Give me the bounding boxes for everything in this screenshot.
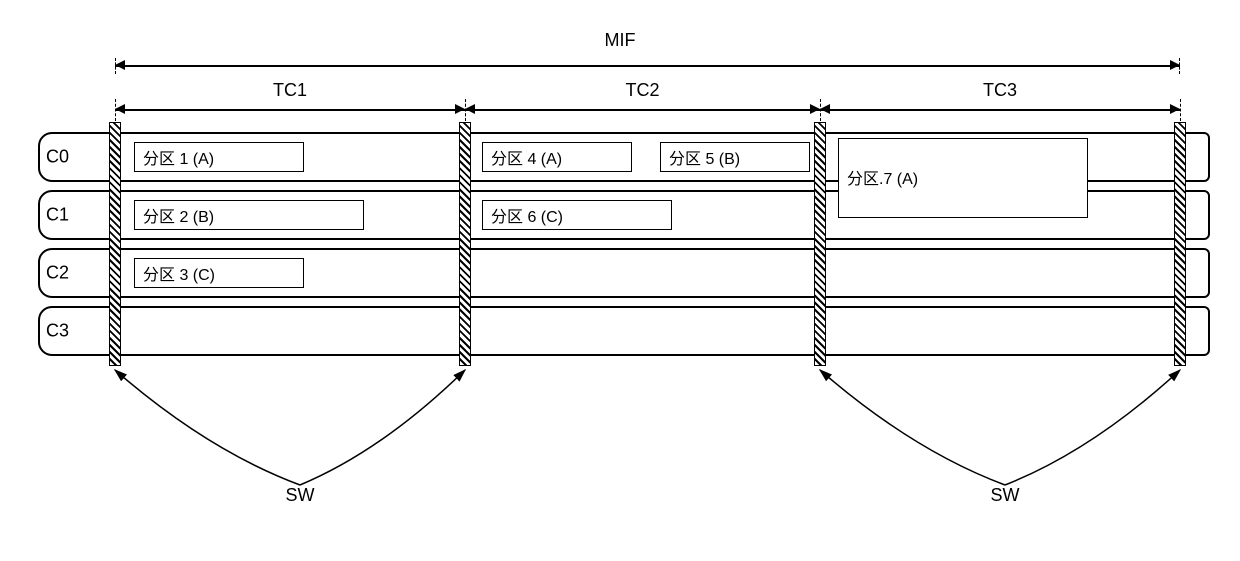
partition-p4: 分区 4 (A) <box>482 142 632 172</box>
partition-p7: 分区.7 (A) <box>838 138 1088 218</box>
sw-callout-label: SW <box>985 485 1025 506</box>
sw-callout-label: SW <box>280 485 320 506</box>
time-column-arrow <box>115 104 465 116</box>
time-column-arrow <box>465 104 820 116</box>
time-column-tc3: TC3 <box>820 80 1180 124</box>
sw-bar <box>1174 122 1186 366</box>
partition-p1: 分区 1 (A) <box>134 142 304 172</box>
sw-bar <box>459 122 471 366</box>
lane-label: C1 <box>46 205 69 226</box>
lane-label: C2 <box>46 263 69 284</box>
sw-bar <box>814 122 826 366</box>
time-column-arrow <box>820 104 1180 116</box>
partition-p5: 分区 5 (B) <box>660 142 810 172</box>
partition-label: 分区 1 (A) <box>143 145 214 169</box>
partition-label: 分区 5 (B) <box>669 145 740 169</box>
partition-label: 分区 3 (C) <box>143 261 215 285</box>
time-column-tc2: TC2 <box>465 80 820 124</box>
lane-label: C3 <box>46 321 69 342</box>
time-column-tc1: TC1 <box>115 80 465 124</box>
partition-label: 分区.7 (A) <box>847 165 918 189</box>
partition-p2: 分区 2 (B) <box>134 200 364 230</box>
mif-title: MIF <box>605 30 636 51</box>
partition-label: 分区 2 (B) <box>143 203 214 227</box>
partition-p3: 分区 3 (C) <box>134 258 304 288</box>
partition-label: 分区 6 (C) <box>491 203 563 227</box>
time-column-label: TC1 <box>115 80 465 101</box>
timing-diagram: MIF TC1TC2TC3 C0 C1 C2 C3 分区 1 (A) 分区 2 (B) 分… <box>30 30 1210 530</box>
sw-bar <box>109 122 121 366</box>
time-column-label: TC3 <box>820 80 1180 101</box>
partition-p6: 分区 6 (C) <box>482 200 672 230</box>
lane-c3: C3 <box>30 302 1210 360</box>
partition-label: 分区 4 (A) <box>491 145 562 169</box>
lane-label: C0 <box>46 147 69 168</box>
time-column-label: TC2 <box>465 80 820 101</box>
mif-span-bracket <box>115 58 1180 74</box>
